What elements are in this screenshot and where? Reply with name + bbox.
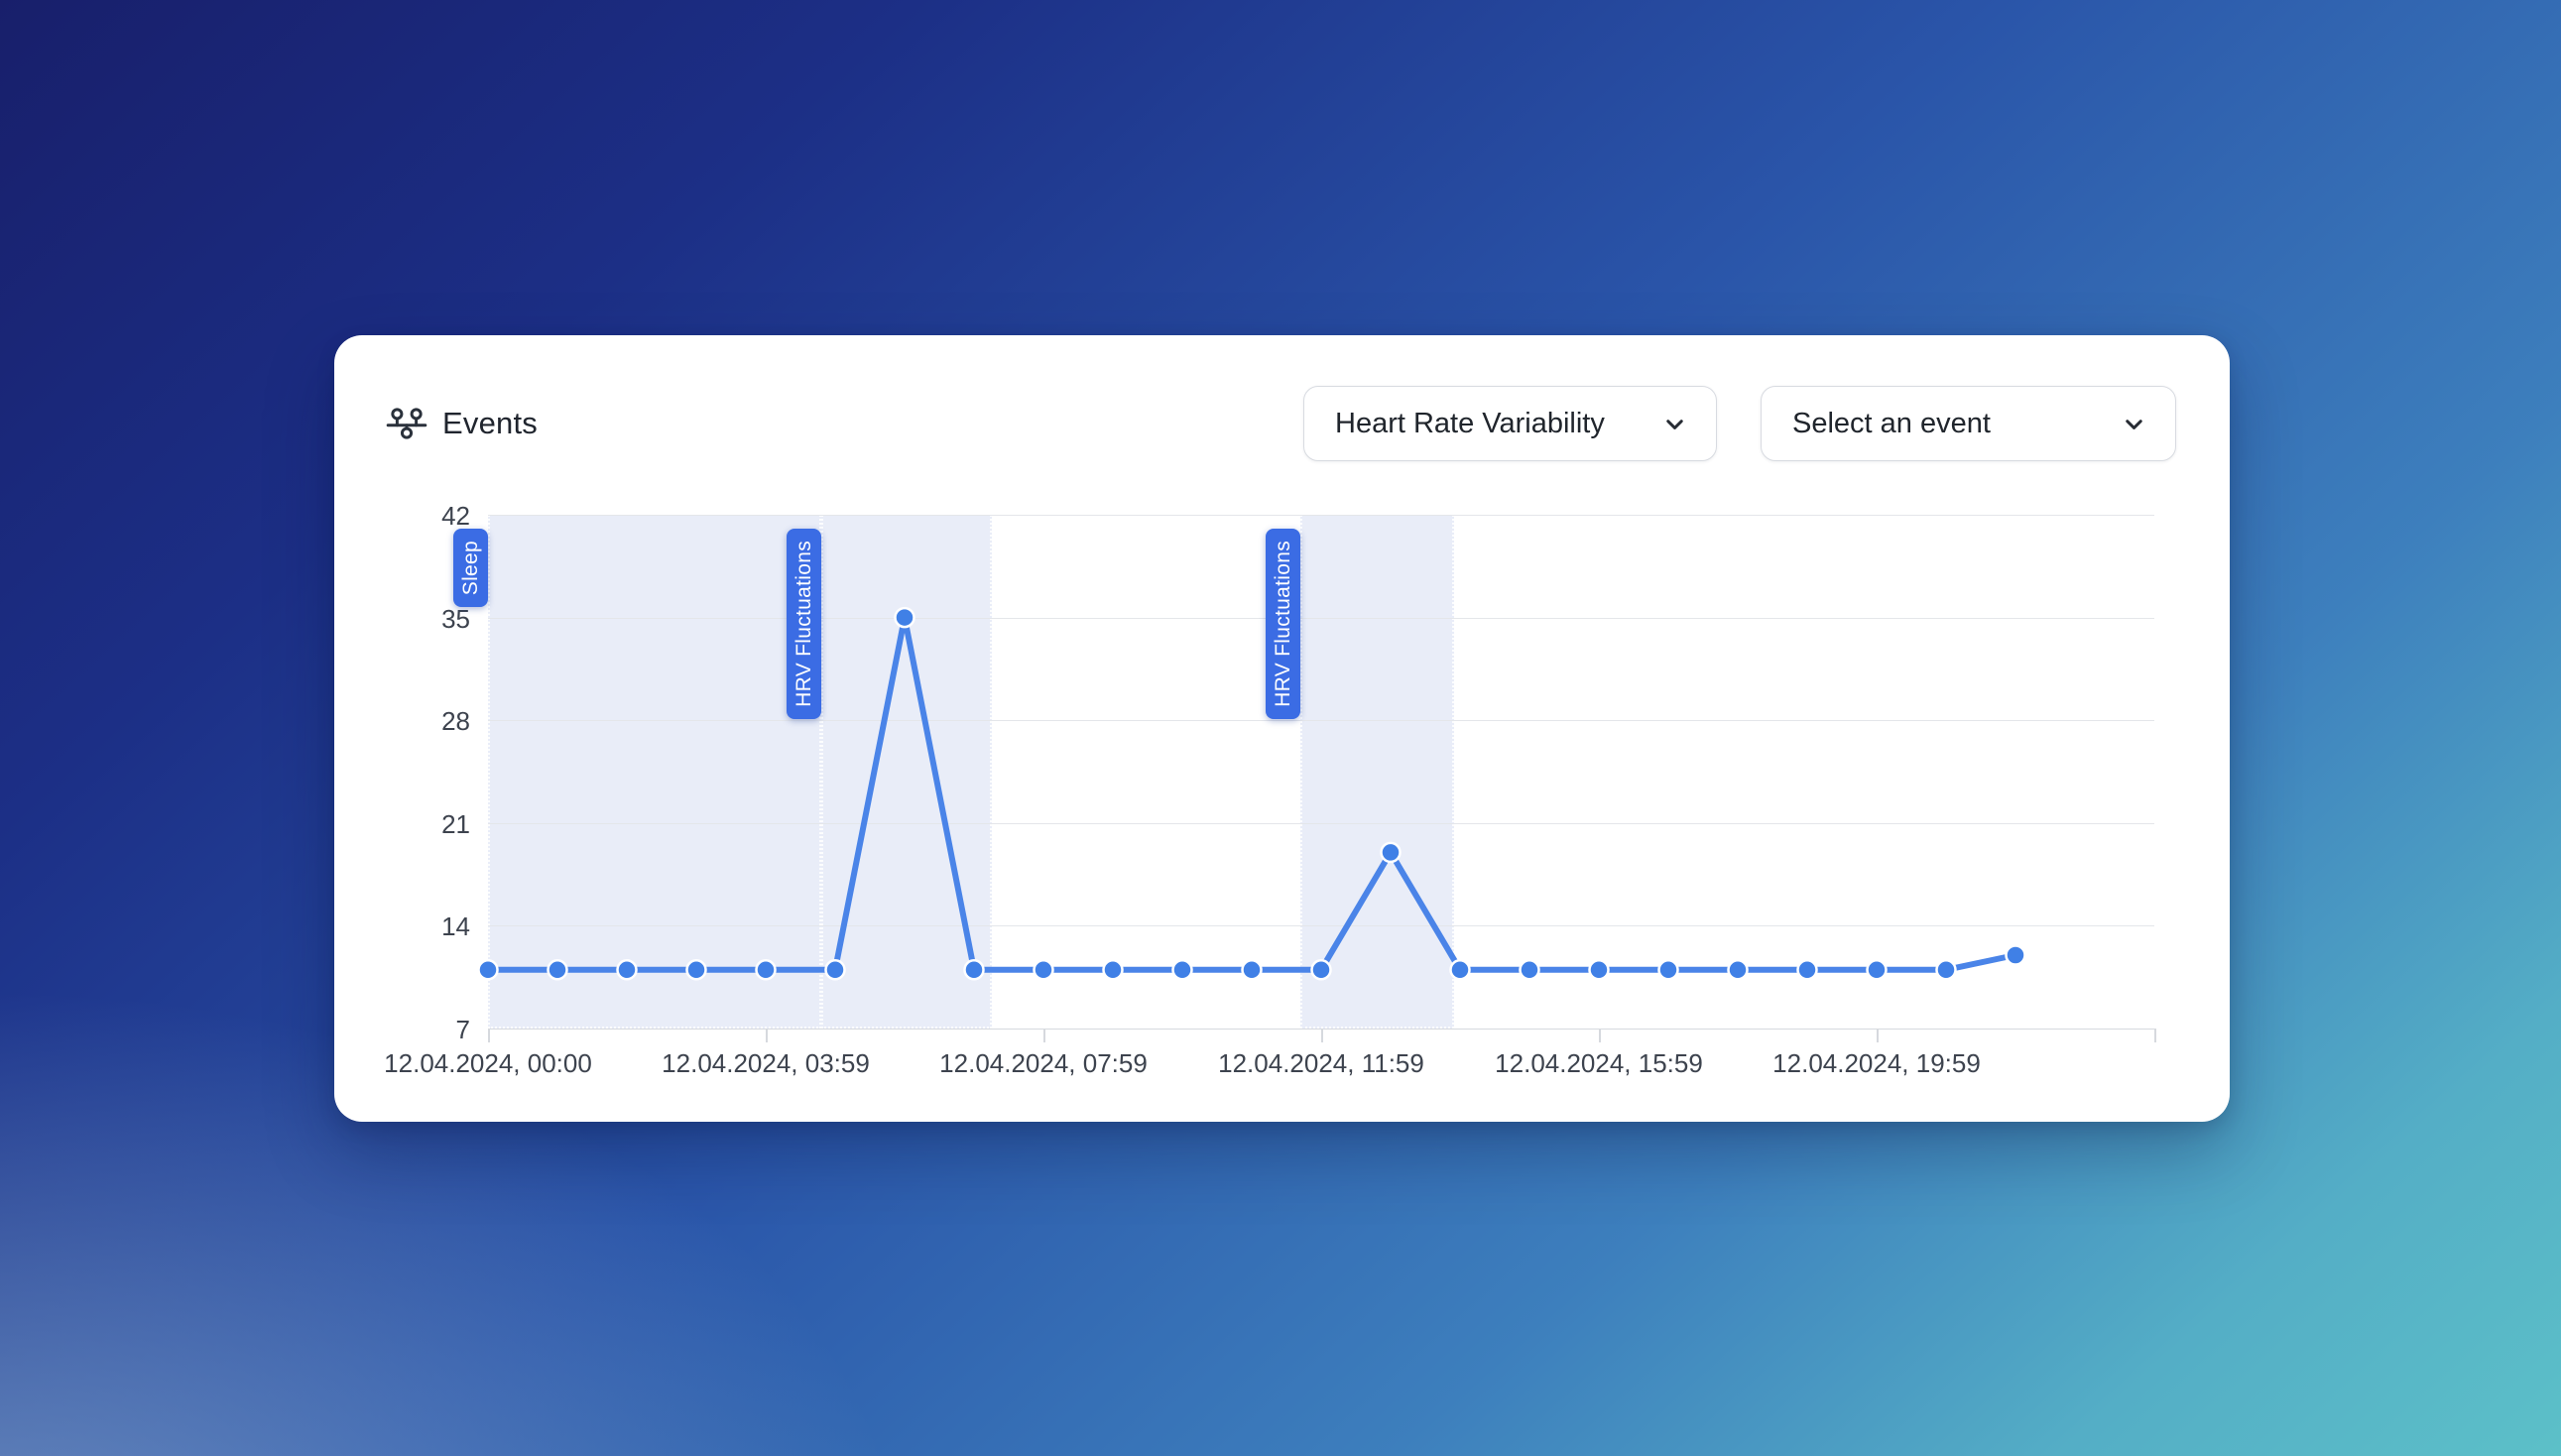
events-icon xyxy=(386,407,427,440)
chart-plot-area: 42 35 28 21 14 7 12.04.2024, 00:00 12.04.2024, … xyxy=(384,503,2156,1076)
data-point-h14[interactable] xyxy=(1449,959,1471,981)
x-axis-label: 12.04.2024, 07:59 xyxy=(939,1048,1148,1078)
x-axis-tick xyxy=(2154,1029,2156,1042)
x-axis-tick xyxy=(1321,1029,1323,1042)
event-badge-hrv-fluctuations[interactable]: HRV Fluctuations xyxy=(1266,529,1300,719)
events-card: Events Heart Rate Variability Select an … xyxy=(334,335,2230,1122)
data-point-h8[interactable] xyxy=(1033,959,1054,981)
card-title: Events xyxy=(442,406,538,440)
data-point-h11[interactable] xyxy=(1241,959,1263,981)
x-axis-label: 12.04.2024, 19:59 xyxy=(1772,1048,1981,1078)
chevron-down-icon xyxy=(2121,411,2147,437)
y-axis-label: 21 xyxy=(441,808,470,839)
x-axis-tick xyxy=(1043,1029,1045,1042)
data-point-h13[interactable] xyxy=(1380,841,1402,864)
x-axis-label: 12.04.2024, 00:00 xyxy=(384,1048,592,1078)
event-dropdown-placeholder: Select an event xyxy=(1792,407,1991,439)
x-axis-label: 12.04.2024, 15:59 xyxy=(1495,1048,1703,1078)
data-point-h17[interactable] xyxy=(1657,959,1679,981)
event-region-hrv-fluctuations xyxy=(1300,515,1455,1029)
gridline-y-14 xyxy=(488,925,2154,927)
chevron-down-icon xyxy=(1661,411,1688,437)
data-point-h6[interactable] xyxy=(894,606,915,629)
data-point-h1[interactable] xyxy=(547,959,568,981)
x-axis-tick xyxy=(766,1029,768,1042)
y-axis-label: 28 xyxy=(441,706,470,737)
data-point-h22[interactable] xyxy=(2005,944,2026,966)
y-axis-label: 14 xyxy=(441,911,470,942)
data-point-h21[interactable] xyxy=(1935,959,1957,981)
hrv-line-series xyxy=(477,606,2026,981)
data-point-h16[interactable] xyxy=(1588,959,1610,981)
data-point-h5[interactable] xyxy=(824,959,846,981)
event-badge-hrv-fluctuations[interactable]: HRV Fluctuations xyxy=(787,529,821,719)
x-axis-tick xyxy=(488,1029,490,1042)
gridline-y-42 xyxy=(488,515,2154,516)
metric-dropdown[interactable]: Heart Rate Variability xyxy=(1303,386,1717,461)
data-point-h18[interactable] xyxy=(1727,959,1749,981)
data-point-h20[interactable] xyxy=(1866,959,1888,981)
x-axis-label: 12.04.2024, 11:59 xyxy=(1218,1048,1424,1078)
data-point-h4[interactable] xyxy=(755,959,777,981)
data-point-h0[interactable] xyxy=(477,959,499,981)
series-line xyxy=(485,614,2018,973)
y-axis-label: 42 xyxy=(441,501,470,531)
data-point-h10[interactable] xyxy=(1171,959,1193,981)
x-axis-tick xyxy=(1877,1029,1879,1042)
event-region-sleep xyxy=(488,515,821,1029)
event-badge-sleep[interactable]: Sleep xyxy=(453,529,488,608)
data-point-h2[interactable] xyxy=(616,959,638,981)
gridline-y-21 xyxy=(488,822,2154,824)
data-point-h7[interactable] xyxy=(963,959,985,981)
event-region-hrv-fluctuations xyxy=(821,515,992,1029)
x-axis-label: 12.04.2024, 03:59 xyxy=(662,1048,870,1078)
y-axis-label: 35 xyxy=(441,603,470,634)
y-axis-label: 7 xyxy=(455,1015,470,1044)
data-point-h15[interactable] xyxy=(1519,959,1540,981)
x-axis-tick xyxy=(1599,1029,1601,1042)
title-group: Events xyxy=(386,386,538,461)
event-dropdown[interactable]: Select an event xyxy=(1761,386,2176,461)
data-point-h19[interactable] xyxy=(1796,959,1818,981)
card-header: Events Heart Rate Variability Select an … xyxy=(334,386,2230,461)
event-badge-label: Sleep xyxy=(459,541,482,596)
gridline-y-28 xyxy=(488,720,2154,722)
metric-dropdown-value: Heart Rate Variability xyxy=(1335,407,1605,439)
data-point-h3[interactable] xyxy=(685,959,707,981)
gridline-y-35 xyxy=(488,617,2154,619)
data-point-h12[interactable] xyxy=(1310,959,1332,981)
data-point-h9[interactable] xyxy=(1102,959,1124,981)
